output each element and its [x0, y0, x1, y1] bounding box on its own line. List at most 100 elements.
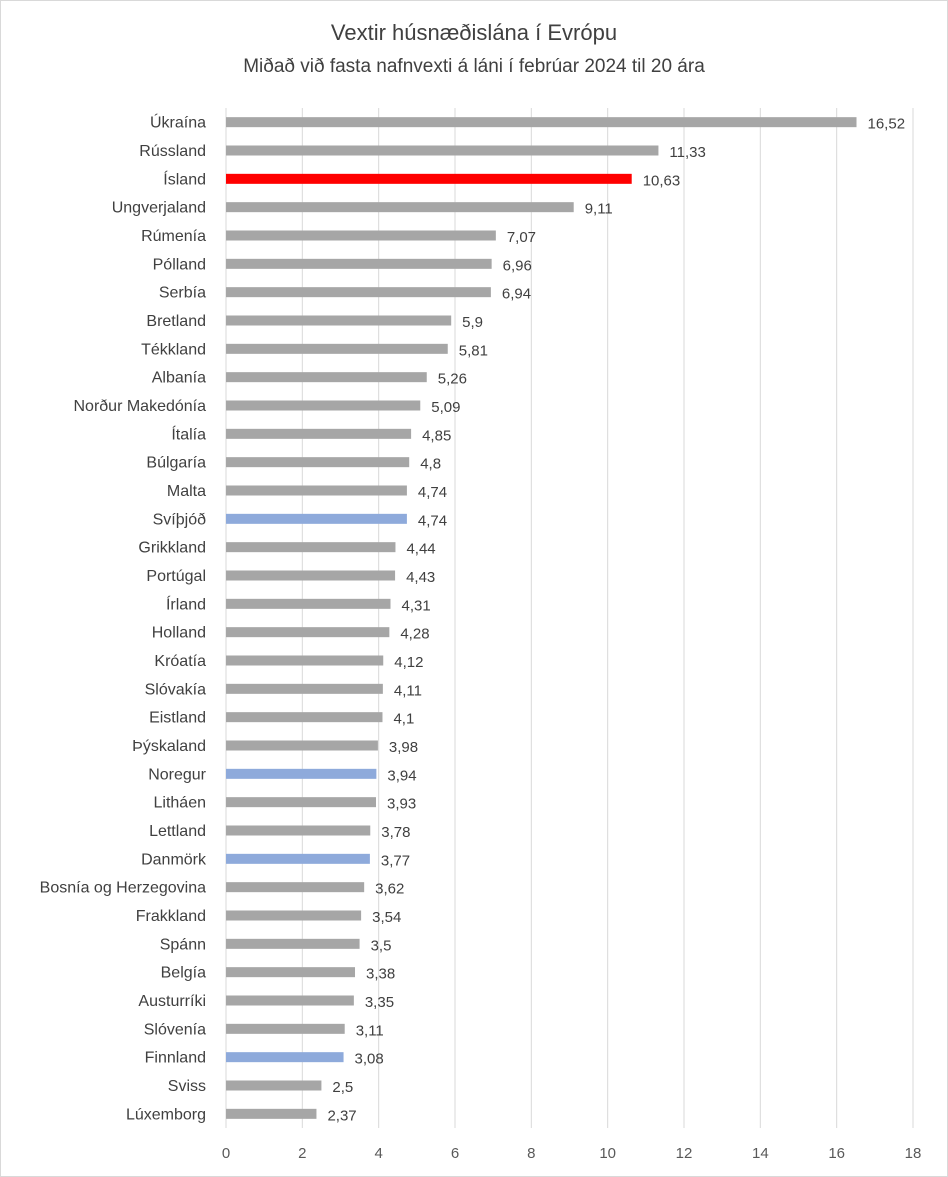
category-label: Lettland: [149, 823, 206, 840]
data-label: 4,1: [393, 711, 414, 728]
data-label: 16,52: [868, 116, 906, 133]
bar: [226, 1108, 317, 1119]
bar: [226, 995, 354, 1006]
bar: [226, 173, 632, 184]
category-label: Finnland: [145, 1050, 206, 1067]
x-tick-label: 2: [298, 1145, 306, 1162]
category-label: Króatía: [154, 653, 206, 670]
chart-title: Vextir húsnæðislána í Evrópu: [330, 20, 618, 45]
chart-subtitle: Miðað við fasta nafnvexti á láni í febrú…: [243, 56, 705, 77]
x-tick-label: 12: [676, 1145, 693, 1162]
data-label: 6,94: [502, 286, 531, 303]
data-label: 11,33: [669, 144, 705, 161]
bar: [226, 315, 452, 326]
data-label: 4,12: [394, 654, 423, 671]
category-label: Portúgal: [146, 568, 206, 585]
category-label: Spánn: [160, 936, 206, 953]
category-label: Eistland: [149, 710, 206, 727]
data-label: 9,11: [585, 201, 613, 218]
x-tick-label: 4: [374, 1145, 382, 1162]
bar: [226, 853, 370, 864]
data-label: 4,31: [401, 597, 430, 614]
category-label: Grikkland: [138, 540, 206, 557]
bar: [226, 683, 383, 694]
bar: [226, 287, 491, 298]
bar: [226, 1052, 344, 1063]
data-label: 3,38: [366, 966, 395, 983]
bar: [226, 542, 396, 553]
bar: [226, 627, 390, 638]
bar: [226, 343, 448, 354]
bar: [226, 768, 377, 779]
data-label: 4,44: [406, 541, 435, 558]
x-tick-label: 18: [905, 1145, 922, 1162]
data-label: 3,94: [387, 767, 416, 784]
category-label: Litháen: [154, 795, 207, 812]
category-label: Austurríki: [138, 993, 206, 1010]
data-label: 2,37: [327, 1107, 356, 1124]
category-label: Slóvenía: [144, 1021, 206, 1038]
category-label: Serbía: [159, 285, 206, 302]
category-label: Ítalía: [171, 424, 206, 443]
data-label: 3,98: [389, 739, 418, 756]
data-label: 3,62: [375, 881, 404, 898]
data-label: 4,11: [394, 682, 422, 699]
data-label: 3,93: [387, 796, 416, 813]
bar: [226, 1023, 345, 1034]
bar: [226, 117, 857, 128]
x-tick-label: 6: [451, 1145, 459, 1162]
x-tick-label: 10: [599, 1145, 616, 1162]
data-label: 3,78: [381, 824, 410, 841]
data-label: 5,81: [459, 342, 488, 359]
data-label: 10,63: [643, 172, 681, 189]
x-tick-label: 16: [828, 1145, 845, 1162]
data-label: 4,74: [418, 484, 447, 501]
data-label: 5,09: [431, 399, 460, 416]
bar: [226, 910, 362, 921]
data-label: 6,96: [503, 257, 532, 274]
bar: [226, 230, 496, 241]
data-label: 3,54: [372, 909, 401, 926]
data-label: 4,43: [406, 569, 435, 586]
category-label: Lúxemborg: [126, 1106, 206, 1123]
bar: [226, 655, 384, 666]
category-label: Ísland: [163, 169, 206, 188]
bar: [226, 797, 376, 808]
category-label: Noregur: [148, 766, 206, 783]
bar: [226, 428, 412, 439]
bar: [226, 938, 360, 949]
category-label: Bosnía og Herzegovina: [40, 880, 206, 897]
data-label: 3,08: [355, 1051, 384, 1068]
x-tick-label: 0: [222, 1145, 230, 1162]
data-label: 3,5: [371, 937, 392, 954]
category-label: Þýskaland: [132, 738, 206, 755]
x-tick-label: 14: [752, 1145, 769, 1162]
data-label: 3,77: [381, 852, 410, 869]
x-tick-label: 8: [527, 1145, 535, 1162]
data-label: 4,28: [400, 626, 429, 643]
bar: [226, 145, 659, 156]
category-label: Ungverjaland: [112, 200, 206, 217]
bar: [226, 372, 427, 383]
data-label: 7,07: [507, 229, 536, 246]
category-label: Danmörk: [141, 851, 207, 868]
bar: [226, 400, 421, 411]
bar: [226, 570, 396, 581]
bar: [226, 202, 574, 213]
category-label: Tékkland: [141, 341, 206, 358]
category-label: Úkraína: [150, 113, 206, 132]
data-label: 5,9: [462, 314, 483, 331]
data-label: 3,11: [356, 1022, 384, 1039]
category-label: Belgía: [161, 965, 206, 982]
bar: [226, 882, 365, 893]
data-label: 4,74: [418, 512, 447, 529]
category-label: Slóvakía: [145, 681, 206, 698]
category-label: Bretland: [146, 313, 206, 330]
data-label: 4,8: [420, 456, 441, 473]
category-label: Norður Makedónía: [73, 398, 206, 415]
data-label: 4,85: [422, 427, 451, 444]
category-label: Sviss: [168, 1078, 206, 1095]
bar: [226, 740, 378, 751]
